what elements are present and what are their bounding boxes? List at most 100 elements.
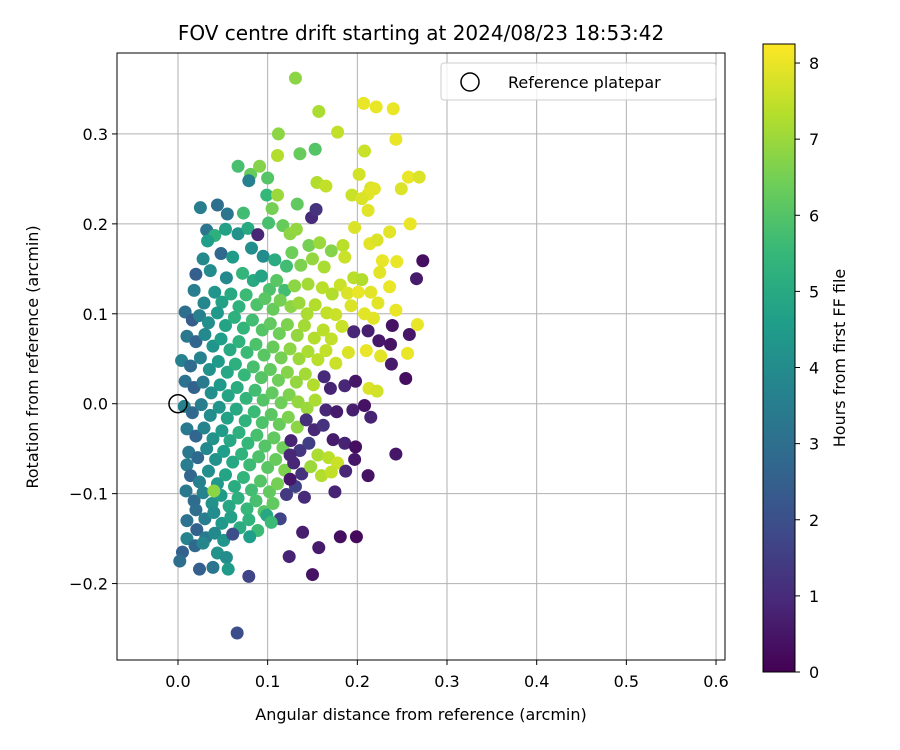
- colorbar-tick-label: 7: [809, 130, 819, 149]
- data-point: [359, 344, 373, 358]
- data-point: [196, 536, 210, 550]
- data-point: [317, 260, 331, 274]
- data-point: [364, 410, 378, 424]
- legend-box: [440, 62, 717, 101]
- data-point: [208, 526, 222, 540]
- data-point: [210, 198, 224, 212]
- data-point: [402, 327, 416, 341]
- y-tick-label: 0.2: [83, 215, 108, 234]
- y-tick-label: −0.2: [69, 575, 108, 594]
- data-point: [298, 367, 312, 381]
- data-point: [219, 550, 233, 564]
- data-point: [201, 234, 215, 248]
- data-point: [300, 401, 314, 415]
- data-point: [272, 417, 286, 431]
- x-axis-label: Angular distance from reference (arcmin): [255, 705, 586, 724]
- data-point: [347, 325, 361, 339]
- data-point: [384, 357, 398, 371]
- x-tick-label: 0.3: [434, 672, 459, 691]
- data-point: [348, 220, 362, 234]
- data-point: [355, 273, 369, 287]
- data-point: [319, 344, 333, 358]
- data-point: [200, 442, 214, 456]
- data-point: [306, 378, 320, 392]
- colorbar-tick-label: 3: [809, 435, 819, 454]
- data-point: [215, 295, 229, 309]
- data-point: [263, 317, 277, 331]
- data-point: [351, 285, 365, 299]
- data-point: [191, 451, 205, 465]
- data-point: [180, 514, 194, 528]
- data-point: [305, 252, 319, 266]
- data-point: [266, 340, 280, 354]
- data-point: [271, 373, 285, 387]
- data-point: [224, 510, 238, 524]
- data-point: [282, 388, 296, 402]
- data-point: [266, 497, 280, 511]
- data-point: [339, 464, 353, 478]
- data-point: [290, 420, 304, 434]
- data-point: [236, 266, 250, 280]
- data-point: [254, 269, 268, 283]
- data-point: [213, 378, 227, 392]
- data-point: [319, 179, 333, 193]
- data-point: [204, 386, 218, 400]
- data-point: [196, 486, 210, 500]
- data-point: [248, 383, 262, 397]
- data-point: [207, 484, 221, 498]
- data-point: [312, 541, 326, 555]
- colorbar-gradient: [763, 44, 795, 672]
- data-point: [187, 283, 201, 297]
- data-point: [299, 413, 313, 427]
- x-tick-label: 0.2: [345, 672, 370, 691]
- data-point: [262, 485, 276, 499]
- data-point: [385, 318, 399, 332]
- data-point: [261, 171, 275, 185]
- data-point: [302, 436, 316, 450]
- data-point: [333, 530, 347, 544]
- data-point: [280, 365, 294, 379]
- data-point: [243, 458, 257, 472]
- data-point: [227, 310, 241, 324]
- data-point: [314, 469, 328, 483]
- data-point: [283, 472, 297, 486]
- colorbar-tick-label: 4: [809, 359, 819, 378]
- data-point: [255, 416, 269, 430]
- data-point: [301, 277, 315, 291]
- data-point: [220, 365, 234, 379]
- data-point: [361, 203, 375, 217]
- data-point: [202, 363, 216, 377]
- data-point: [341, 345, 355, 359]
- data-point: [373, 265, 387, 279]
- data-point: [238, 414, 252, 428]
- data-point: [180, 422, 194, 436]
- data-point: [361, 324, 375, 338]
- data-point: [173, 554, 187, 568]
- data-point: [201, 316, 215, 330]
- data-point: [325, 287, 339, 301]
- data-point: [302, 238, 316, 252]
- data-point: [264, 515, 278, 529]
- data-point: [346, 403, 360, 417]
- data-point: [179, 484, 193, 498]
- data-point: [293, 443, 307, 457]
- data-point: [324, 332, 338, 346]
- data-point: [240, 502, 254, 516]
- data-point: [269, 452, 283, 466]
- data-point: [305, 568, 319, 582]
- data-point: [394, 182, 408, 196]
- data-point: [252, 450, 266, 464]
- data-point: [364, 285, 378, 299]
- data-point: [336, 238, 350, 252]
- data-point: [230, 381, 244, 395]
- plot-frame: [116, 52, 726, 661]
- data-point: [264, 408, 278, 422]
- colorbar-tick-label: 0: [809, 663, 819, 682]
- data-point: [401, 170, 415, 184]
- data-point: [349, 440, 363, 454]
- data-point: [290, 197, 304, 211]
- data-point: [271, 127, 285, 141]
- data-point: [219, 271, 233, 285]
- data-point: [383, 280, 397, 294]
- data-point: [338, 250, 352, 264]
